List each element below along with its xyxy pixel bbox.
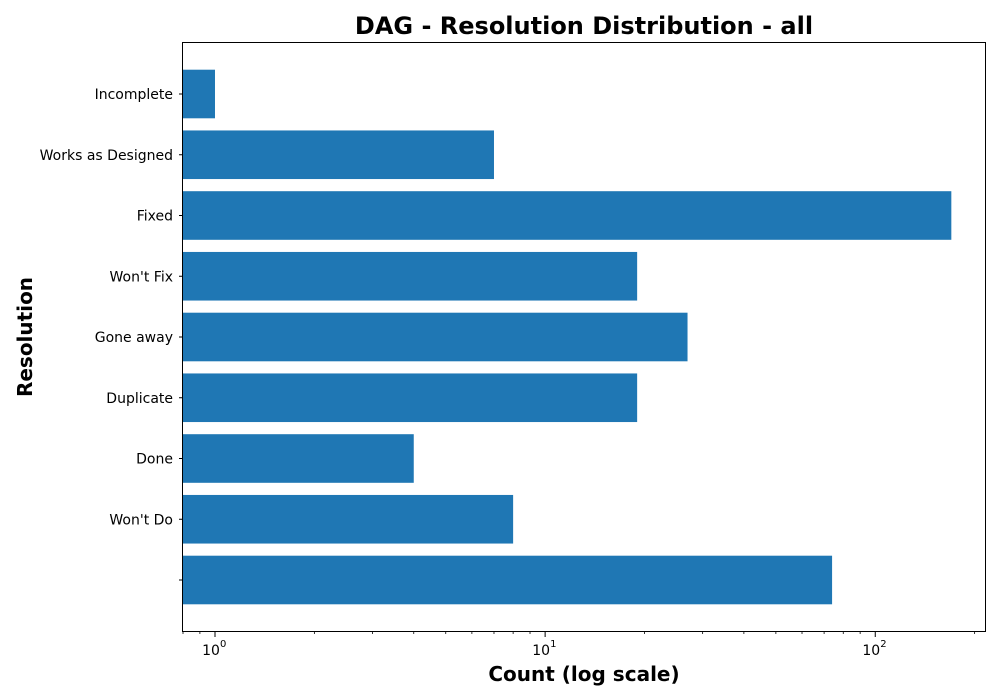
y-tick-label: Won't Do — [109, 512, 173, 528]
x-tick-label: 10 — [532, 643, 550, 659]
bar-1 — [183, 69, 215, 119]
chart-title: DAG - Resolution Distribution - all — [355, 12, 813, 40]
y-axis-label: Resolution — [13, 277, 37, 397]
bar-3 — [183, 191, 952, 240]
bar-7 — [183, 434, 414, 483]
y-tick-label: Works as Designed — [40, 148, 173, 164]
x-tick-exponent: 1 — [550, 639, 556, 650]
bar-2 — [183, 130, 494, 180]
bar-8 — [183, 494, 514, 544]
y-tick-label: Incomplete — [95, 87, 173, 103]
plot-frame — [182, 42, 986, 632]
x-tick-label: 10 — [202, 643, 220, 659]
bar-4 — [183, 251, 638, 301]
y-tick-label: Gone away — [95, 330, 173, 346]
x-tick-exponent: 2 — [880, 639, 886, 650]
y-tick-label: Done — [136, 452, 173, 468]
x-tick-exponent: 0 — [220, 639, 226, 650]
ticks-layer: Incomplete Works as Designed Fixed Won't Fi… — [40, 87, 976, 659]
bar-9 — [183, 555, 833, 605]
bars-layer — [183, 69, 952, 605]
bar-5 — [183, 312, 688, 362]
bar-6 — [183, 373, 638, 423]
x-tick-label: 10 — [862, 643, 880, 659]
y-tick-label: Fixed — [137, 209, 173, 225]
y-tick-label: Won't Fix — [110, 269, 173, 285]
y-tick-label: Duplicate — [106, 391, 173, 407]
x-axis-label: Count (log scale) — [488, 662, 679, 686]
